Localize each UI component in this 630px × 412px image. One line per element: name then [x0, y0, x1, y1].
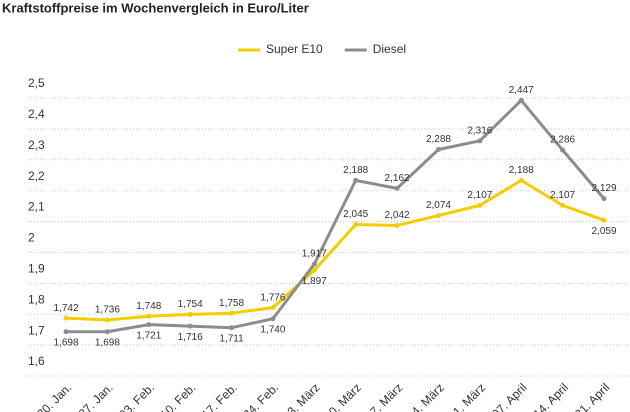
x-tick-label: 14. April	[530, 380, 571, 412]
value-label: 2,162	[385, 173, 410, 184]
y-tick-label: 2,4	[28, 107, 45, 121]
data-point	[477, 138, 483, 144]
x-tick-label: 24. Feb.	[240, 380, 281, 412]
data-point	[229, 325, 235, 331]
y-tick-label: 2,1	[28, 200, 45, 214]
value-label: 1,748	[136, 301, 161, 312]
data-point	[518, 177, 524, 183]
y-tick-label: 2,3	[28, 138, 45, 152]
x-tick-label: 10. Feb.	[157, 380, 198, 412]
data-point	[146, 322, 152, 328]
value-label: 2,286	[550, 135, 575, 146]
value-label: 2,188	[343, 165, 368, 176]
value-label: 1,776	[260, 292, 285, 303]
series-line	[65, 178, 605, 322]
value-label: 1,917	[302, 249, 327, 260]
data-point	[311, 261, 317, 267]
x-tick-label: 27. Jan.	[76, 380, 116, 412]
value-label: 1,711	[219, 333, 244, 344]
value-label: 2,045	[343, 209, 368, 220]
data-point	[560, 202, 566, 208]
value-label: 2,042	[385, 210, 410, 221]
legend-label: Super E10	[266, 42, 323, 56]
value-label: 1,721	[136, 330, 161, 341]
value-label: 1,716	[178, 332, 203, 343]
chart-title: Kraftstoffpreise im Wochenvergleich in E…	[2, 0, 309, 15]
data-point	[104, 317, 110, 323]
data-point	[104, 329, 110, 335]
data-point	[270, 305, 276, 311]
value-label: 2,059	[591, 226, 616, 237]
value-label: 1,754	[178, 299, 203, 310]
x-tick-label: 03. Feb.	[116, 380, 157, 412]
y-tick-label: 1,8	[28, 292, 45, 306]
data-point	[394, 222, 400, 228]
data-point	[270, 316, 276, 322]
value-label: 2,107	[550, 190, 575, 201]
x-tick-label: 24. März	[404, 380, 447, 412]
x-tick-label: 31. März	[445, 380, 488, 412]
y-tick-label: 2	[28, 231, 35, 245]
data-point	[63, 329, 69, 335]
value-label: 1,740	[260, 324, 285, 335]
data-point	[518, 97, 524, 103]
value-label: 1,736	[95, 305, 120, 316]
data-point	[187, 323, 193, 329]
value-label: 2,129	[591, 183, 616, 194]
value-label: 1,758	[219, 298, 244, 309]
x-tick-label: 21. April	[572, 380, 613, 412]
data-point	[560, 147, 566, 153]
y-tick-label: 2,2	[28, 169, 45, 183]
y-tick-label: 1,9	[28, 262, 45, 276]
data-point	[353, 177, 359, 183]
value-label: 2,107	[467, 190, 492, 201]
x-tick-label: 17. Feb.	[199, 380, 240, 412]
y-tick-label: 2,5	[28, 76, 45, 90]
value-label: 2,188	[509, 165, 534, 176]
legend-label: Diesel	[373, 42, 406, 56]
value-label: 2,316	[467, 125, 492, 136]
data-point	[477, 202, 483, 208]
y-tick-label: 1,7	[28, 323, 45, 337]
value-label: 1,698	[95, 337, 120, 348]
y-tick-label: 1,6	[28, 354, 45, 368]
data-point	[394, 185, 400, 191]
data-point	[187, 311, 193, 317]
x-tick-label: 10. März	[321, 380, 364, 412]
data-point	[229, 310, 235, 316]
value-label: 2,074	[426, 200, 451, 211]
data-point	[435, 213, 441, 219]
x-tick-label: 07. April	[489, 380, 530, 412]
x-tick-label: 03. März	[280, 380, 323, 412]
data-point	[146, 313, 152, 319]
x-tick-label: 20. Jan.	[34, 380, 74, 412]
value-label: 1,897	[302, 276, 327, 287]
value-label: 2,288	[426, 134, 451, 145]
data-point	[63, 315, 69, 321]
data-point	[601, 196, 607, 202]
value-label: 2,447	[509, 85, 534, 96]
value-label: 1,698	[53, 337, 78, 348]
data-point	[353, 222, 359, 228]
x-tick-label: 17. März	[363, 380, 406, 412]
data-point	[435, 146, 441, 152]
value-label: 1,742	[53, 303, 78, 314]
series-line	[66, 98, 606, 334]
data-point	[311, 267, 317, 273]
data-point	[601, 217, 607, 223]
